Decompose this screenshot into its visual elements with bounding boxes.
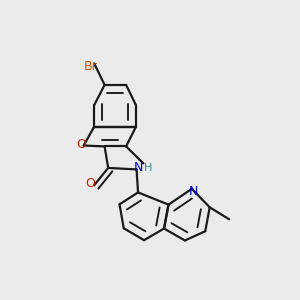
- Text: N: N: [189, 185, 198, 198]
- Text: O: O: [85, 177, 95, 190]
- Text: H: H: [144, 163, 153, 172]
- Text: O: O: [76, 138, 86, 151]
- Text: Br: Br: [84, 60, 98, 73]
- Text: N: N: [134, 161, 143, 174]
